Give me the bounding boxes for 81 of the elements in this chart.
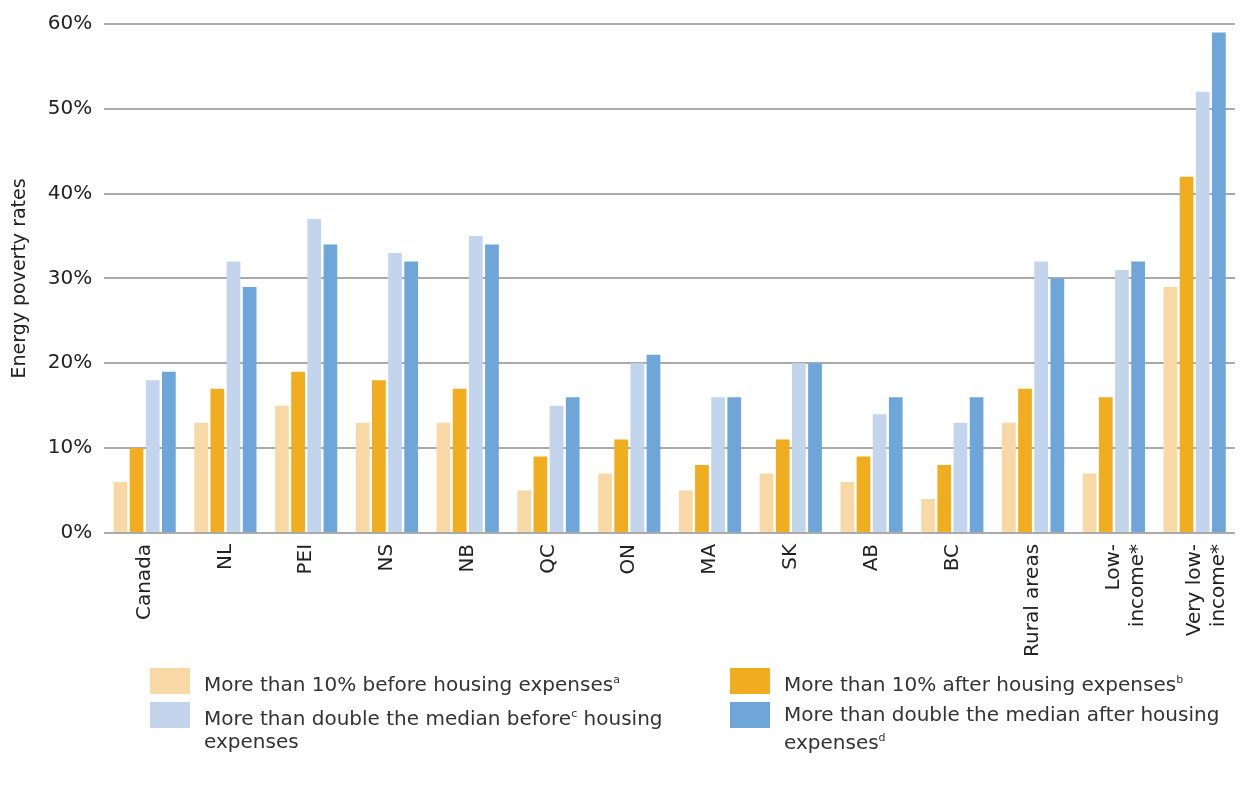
bar (436, 422, 451, 532)
text: More than double the median before$^{c}$ housing expenses (204, 705, 663, 754)
bar (646, 354, 661, 532)
bar (792, 363, 806, 532)
y-tick-label: 0% (60, 519, 93, 544)
y-tick-label: 30% (47, 264, 93, 289)
bar (275, 405, 289, 532)
bar (242, 286, 257, 532)
bar (1212, 32, 1226, 532)
x-tick-label: SK (777, 543, 801, 570)
bar (517, 490, 532, 532)
bar (888, 397, 903, 532)
x-tick-label: Low-income* (1100, 543, 1149, 628)
bar (1018, 388, 1032, 532)
y-tick-label: 40% (47, 179, 93, 204)
bar (549, 405, 564, 532)
bar (210, 388, 225, 532)
x-tick-label: NB (453, 543, 478, 573)
legend-label: More than double the median after housing expenses$^{d}$ (784, 701, 1221, 754)
bar (614, 439, 629, 532)
x-tick-label: AB (857, 543, 882, 572)
x-tick-label: ON (615, 543, 640, 575)
bar (969, 397, 984, 532)
bar (323, 244, 338, 532)
bar (1115, 269, 1129, 532)
bar (355, 422, 370, 532)
bar (921, 498, 935, 532)
bar (468, 236, 483, 532)
bar (598, 473, 612, 532)
bar (485, 244, 499, 532)
y-axis-title: Energy poverty rates (7, 178, 30, 379)
bar (759, 473, 774, 532)
bar (775, 439, 790, 532)
y-tick-label: 60% (47, 10, 93, 35)
bar (695, 465, 709, 532)
x-tick-label: PEI (292, 543, 317, 575)
y-tick-label: 20% (47, 349, 93, 374)
bar (711, 397, 725, 532)
bar (162, 371, 176, 532)
bar (388, 253, 402, 532)
bar (1002, 422, 1016, 532)
bar (452, 388, 467, 532)
bar (1050, 278, 1065, 532)
bar (1131, 261, 1145, 532)
bar (1034, 261, 1049, 532)
x-tick-label: BC (938, 543, 963, 572)
bar (565, 397, 580, 532)
bar (727, 397, 742, 532)
bar (1098, 397, 1113, 532)
legend-label: More than 10% after housing expenses$^{b}$ (784, 670, 1184, 696)
bar (1163, 286, 1178, 532)
bar (856, 456, 871, 532)
bar (129, 448, 144, 532)
x-tick-label: NL (211, 543, 236, 571)
bar (533, 456, 548, 532)
bar (372, 380, 386, 532)
bar (1179, 176, 1194, 532)
bar (194, 422, 209, 532)
x-tick-label: MA (696, 543, 721, 575)
x-tick-label: QC (534, 543, 559, 574)
x-tick-label: Rural areas (1019, 543, 1044, 658)
bar (630, 363, 645, 532)
bar (1195, 91, 1210, 532)
bar (840, 482, 855, 532)
bar (291, 371, 305, 532)
bar (872, 414, 887, 532)
bar (808, 363, 822, 532)
bar (307, 219, 322, 532)
x-tick-label: NS (373, 543, 398, 572)
bar (145, 380, 160, 532)
bar (113, 482, 128, 532)
y-tick-label: 10% (47, 434, 93, 459)
x-tick-label: Canada (130, 543, 155, 621)
bar (404, 261, 419, 532)
legend-label: More than 10% before housing expenses$^{a}$ (204, 670, 620, 696)
bar (226, 261, 241, 532)
bar (953, 422, 968, 532)
bar (937, 465, 952, 532)
y-tick-label: 50% (47, 95, 93, 120)
bar (678, 490, 693, 532)
bar (1082, 473, 1097, 532)
